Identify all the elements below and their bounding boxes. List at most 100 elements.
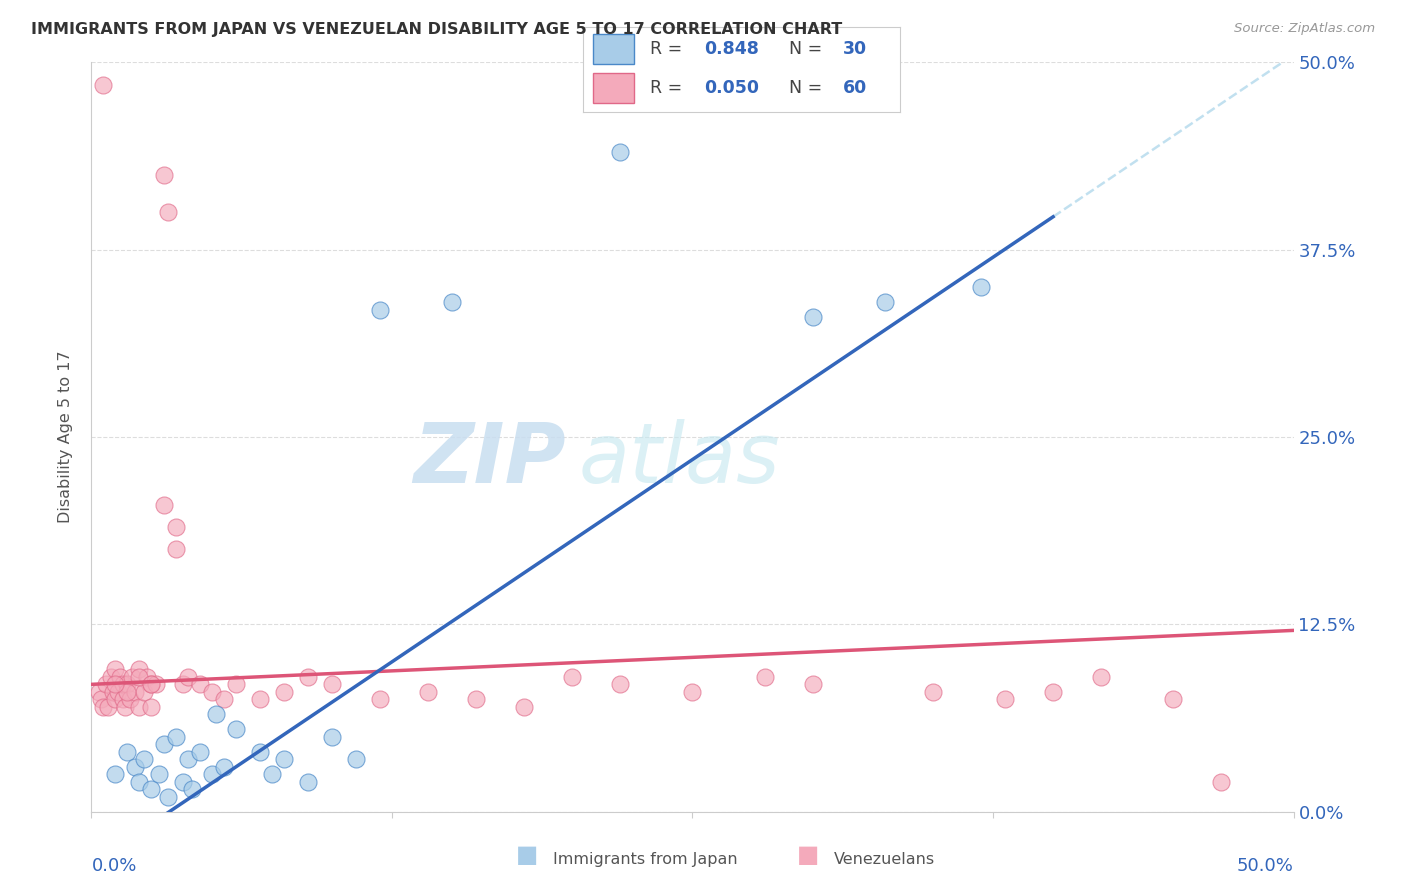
Point (321, 730, 343, 744)
Point (609, 145, 631, 160)
Point (117, 677, 139, 691)
Point (225, 723, 247, 737)
Point (134, 752, 156, 766)
Y-axis label: Disability Age 5 to 17: Disability Age 5 to 17 (58, 351, 73, 524)
Point (754, 670, 776, 684)
Point (801, 677, 824, 691)
Point (152, 168, 174, 182)
Point (609, 677, 631, 691)
Point (440, 295, 463, 310)
Point (188, 677, 211, 691)
Point (200, 685, 222, 699)
Text: N =: N = (789, 40, 828, 58)
Point (104, 692, 127, 706)
Point (344, 752, 367, 766)
Point (110, 670, 132, 684)
Point (922, 685, 945, 699)
Point (128, 670, 150, 684)
Point (101, 685, 124, 699)
Point (128, 774, 150, 789)
Point (297, 670, 319, 684)
Text: N =: N = (789, 78, 828, 96)
Point (416, 685, 439, 699)
Point (145, 677, 167, 691)
Point (134, 685, 156, 699)
Point (128, 662, 150, 676)
Point (152, 498, 174, 512)
Point (181, 782, 204, 797)
Point (205, 707, 228, 722)
Point (118, 692, 141, 706)
Point (157, 205, 180, 219)
Point (1090, 670, 1112, 684)
Text: Immigrants from Japan: Immigrants from Japan (553, 852, 737, 867)
Point (681, 685, 703, 699)
Bar (593, 34, 634, 64)
Text: ZIP: ZIP (413, 419, 567, 500)
Point (104, 662, 127, 676)
Point (994, 692, 1017, 706)
Text: ■: ■ (516, 843, 538, 867)
Point (1211, 774, 1233, 789)
Point (93, 699, 115, 714)
Point (368, 692, 391, 706)
Point (249, 692, 271, 706)
Point (260, 767, 283, 781)
Point (148, 767, 170, 781)
Text: 0.0%: 0.0% (91, 856, 136, 875)
Point (172, 677, 194, 691)
Point (172, 774, 194, 789)
Bar (593, 72, 634, 103)
Text: Source: ZipAtlas.com: Source: ZipAtlas.com (1234, 22, 1375, 36)
Point (176, 752, 198, 766)
Point (273, 685, 295, 699)
Text: Venezuelans: Venezuelans (834, 852, 935, 867)
Point (141, 677, 163, 691)
Point (152, 737, 174, 751)
Text: 60: 60 (844, 78, 868, 96)
Point (297, 774, 319, 789)
Point (561, 670, 583, 684)
Point (128, 699, 150, 714)
Point (100, 670, 122, 684)
Point (94, 677, 117, 691)
Point (121, 670, 143, 684)
Point (141, 782, 163, 797)
Text: atlas: atlas (578, 419, 780, 500)
Point (117, 685, 139, 699)
Point (465, 692, 488, 706)
Text: IMMIGRANTS FROM JAPAN VS VENEZUELAN DISABILITY AGE 5 TO 17 CORRELATION CHART: IMMIGRANTS FROM JAPAN VS VENEZUELAN DISA… (31, 22, 842, 37)
Point (368, 302, 391, 317)
Point (801, 310, 824, 325)
Point (124, 685, 146, 699)
Point (111, 677, 134, 691)
Point (212, 760, 235, 774)
Point (212, 692, 235, 706)
Point (225, 677, 247, 691)
Point (90, 692, 112, 706)
Text: 0.848: 0.848 (704, 40, 759, 58)
Point (249, 745, 271, 759)
Point (97, 699, 120, 714)
Point (873, 295, 896, 310)
Point (141, 677, 163, 691)
Point (165, 520, 187, 534)
Point (124, 760, 146, 774)
Point (157, 789, 180, 804)
Point (513, 699, 536, 714)
Point (273, 752, 295, 766)
Text: ■: ■ (797, 843, 820, 867)
Point (176, 670, 198, 684)
Point (321, 677, 343, 691)
Point (200, 767, 222, 781)
Point (970, 280, 993, 294)
Point (165, 730, 187, 744)
Text: 50.0%: 50.0% (1237, 856, 1294, 875)
Point (104, 767, 127, 781)
Point (165, 542, 187, 557)
Point (1161, 692, 1184, 706)
Point (141, 699, 163, 714)
Point (111, 692, 134, 706)
Point (87, 685, 110, 699)
Text: R =: R = (650, 78, 688, 96)
